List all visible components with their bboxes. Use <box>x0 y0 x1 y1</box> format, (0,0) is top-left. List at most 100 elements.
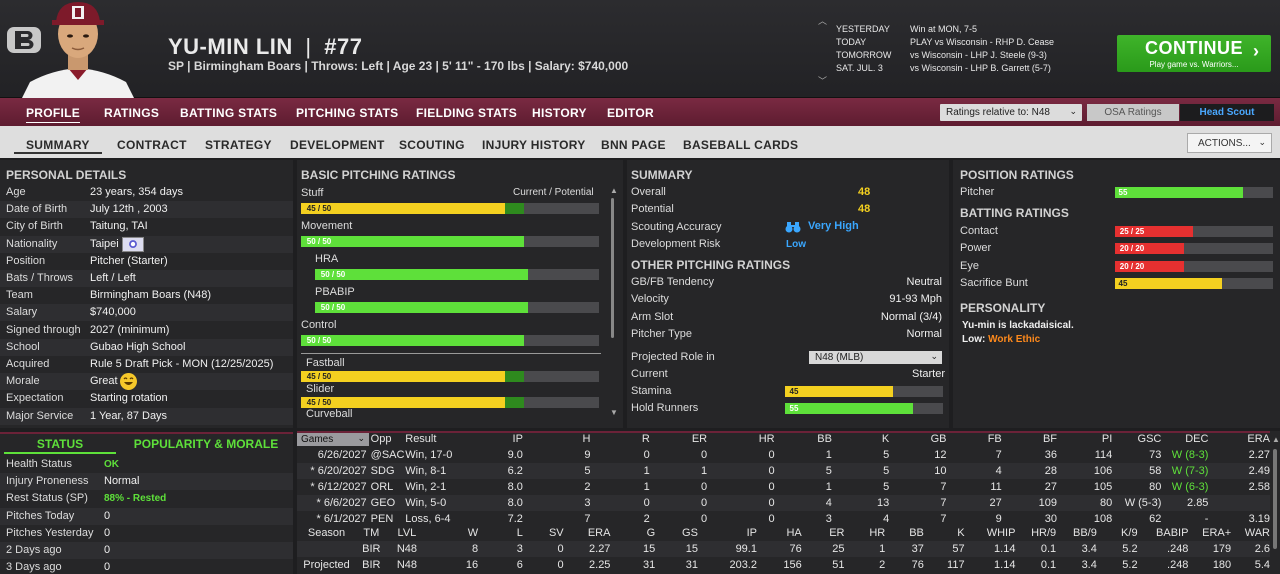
personal-value: Taipei <box>90 238 119 250</box>
tab-ratings[interactable]: RATINGS <box>104 106 160 120</box>
schedule-row[interactable]: SAT. JUL. 3 vs Wisconsin - LHP B. Garrett… <box>836 63 1051 73</box>
tab-profile[interactable]: PROFILE <box>26 106 81 123</box>
schedule-row[interactable]: TODAY PLAY vs Wisconsin - RHP D. Cease <box>836 37 1055 47</box>
schedule-row[interactable]: YESTERDAY Win at MON, 7-5 <box>836 24 978 34</box>
column-header[interactable]: L <box>516 527 523 539</box>
game-date: * 6/6/2027 <box>316 497 367 509</box>
column-header[interactable]: FB <box>987 433 1002 445</box>
column-header[interactable]: ER <box>691 433 708 445</box>
table-cell: 7.2 <box>507 513 523 525</box>
pbabip-label: PBABIP <box>315 286 355 298</box>
column-header[interactable]: IP <box>746 527 757 539</box>
column-header[interactable]: SV <box>548 527 564 539</box>
column-header[interactable]: K <box>957 527 965 539</box>
slider-label: Slider <box>306 383 335 395</box>
subtab-bnn-page[interactable]: BNN PAGE <box>601 138 666 152</box>
subtab-scouting[interactable]: SCOUTING <box>399 138 465 152</box>
column-header[interactable]: HR/9 <box>1031 527 1057 539</box>
tab-status[interactable]: STATUS <box>4 436 116 454</box>
column-header[interactable]: BB <box>817 433 832 445</box>
subtab-injury-history[interactable]: INJURY HISTORY <box>482 138 586 152</box>
column-header[interactable]: BABIP <box>1156 527 1189 539</box>
tab-batting-stats[interactable]: BATTING STATS <box>180 106 278 120</box>
rating-value: 50 / 50 <box>315 302 351 313</box>
column-header[interactable]: ERA <box>1247 433 1270 445</box>
column-header[interactable]: G <box>646 527 656 539</box>
column-header[interactable]: ER <box>829 527 845 539</box>
column-header[interactable]: PI <box>1101 433 1113 445</box>
osa-ratings-button[interactable]: OSA Ratings <box>1087 104 1179 121</box>
column-header[interactable]: WAR <box>1244 527 1270 539</box>
column-header[interactable]: GB <box>930 433 947 445</box>
column-header[interactable]: HR <box>869 527 886 539</box>
actions-dropdown[interactable]: ACTIONS... ⌄ <box>1187 133 1272 153</box>
column-header[interactable]: GS <box>682 527 698 539</box>
table-row[interactable]: * 6/6/2027 GEO Win, 5-0 8.0 3 0 0 0 4 13 7 27 109 80 W… <box>297 495 1270 511</box>
batting-rating-label: Contact <box>960 225 998 237</box>
tab-popularity-morale[interactable]: POPULARITY & MORALE <box>133 437 279 451</box>
tab-pitching-stats[interactable]: PITCHING STATS <box>296 106 399 120</box>
personal-label: Bats / Throws <box>6 272 74 284</box>
column-header[interactable]: TM <box>363 527 380 539</box>
column-header[interactable]: Result <box>405 433 437 445</box>
status-value: OK <box>104 459 119 470</box>
column-header[interactable]: DEC <box>1185 433 1209 445</box>
table-row[interactable]: BIR N48 8 3 0 2.27 15 15 99.1 76 25 1 37 57 1.14 0.1 3.4… <box>297 541 1270 557</box>
column-header[interactable]: H <box>582 433 591 445</box>
games-select[interactable]: Games ⌄ <box>297 432 369 446</box>
column-header[interactable]: Season <box>307 527 346 539</box>
games-select-value: Games <box>301 433 334 445</box>
table-row[interactable]: * 6/20/2027 SDG Win, 8-1 6.2 5 1 1 0 5 5 10 4 28 106 5… <box>297 463 1270 479</box>
row-stripe <box>0 304 293 321</box>
status-label: Rest Status (SP) <box>6 492 88 504</box>
table-cell: 31 <box>642 559 656 571</box>
column-header[interactable]: R <box>641 433 650 445</box>
continue-button[interactable]: CONTINUE Play game vs. Warriors... › <box>1117 35 1271 72</box>
subtab-contract[interactable]: CONTRACT <box>117 138 187 152</box>
tab-history[interactable]: HISTORY <box>532 106 587 120</box>
head-scout-button[interactable]: Head Scout <box>1180 104 1274 121</box>
subtab-strategy[interactable]: STRATEGY <box>205 138 272 152</box>
column-header[interactable]: WHIP <box>986 527 1016 539</box>
tab-fielding-stats[interactable]: FIELDING STATS <box>416 106 518 120</box>
personal-details-title: PERSONAL DETAILS <box>6 168 127 182</box>
column-header[interactable]: HA <box>786 527 802 539</box>
column-header[interactable]: IP <box>512 433 523 445</box>
table-row[interactable]: Projected BIR N48 16 6 0 2.25 31 31 203.2 156 51 2 76… <box>297 557 1270 573</box>
subtab-summary[interactable]: SUMMARY <box>14 138 102 154</box>
column-header[interactable]: BB/9 <box>1073 527 1097 539</box>
column-header[interactable]: LVL <box>397 527 417 539</box>
table-cell: 9.0 <box>507 449 523 461</box>
table-cell: 2.49 <box>1248 465 1270 477</box>
column-header[interactable]: BB <box>909 527 924 539</box>
column-header[interactable]: W <box>467 527 479 539</box>
table-cell: 2 <box>879 559 886 571</box>
table-row[interactable]: * 6/12/2027 ORL Win, 2-1 8.0 2 1 0 0 1 5 7 11 27 105 8… <box>297 479 1270 495</box>
column-header[interactable]: GSC <box>1137 433 1162 445</box>
column-header[interactable]: ERA <box>587 527 611 539</box>
subtab-development[interactable]: DEVELOPMENT <box>290 138 385 152</box>
projected-role-select[interactable]: N48 (MLB) ⌄ <box>809 351 942 364</box>
table-cell: 3.4 <box>1081 559 1097 571</box>
column-header[interactable]: HR <box>758 433 775 445</box>
summary-title: SUMMARY <box>631 168 693 182</box>
chevron-down-icon: ⌄ <box>357 432 365 443</box>
column-header[interactable]: K/9 <box>1121 527 1138 539</box>
column-header[interactable]: K <box>881 433 890 445</box>
schedule-row[interactable]: TOMORROW vs Wisconsin - LHP J. Steele (9-… <box>836 50 1047 60</box>
subtab-baseball-cards[interactable]: BASEBALL CARDS <box>683 138 799 152</box>
rating-value: 55 <box>785 403 803 414</box>
schedule-down-icon[interactable]: ﹀ <box>818 76 828 86</box>
tab-editor[interactable]: EDITOR <box>607 106 654 120</box>
column-header[interactable]: BF <box>1042 433 1058 445</box>
column-header[interactable]: Opp <box>370 433 392 445</box>
column-header[interactable]: ERA+ <box>1202 527 1232 539</box>
table-cell: 31 <box>685 559 698 571</box>
table-row[interactable]: * 6/1/2027 PEN Loss, 6-4 7.2 7 2 0 0 3 4 7 9 30 108 62… <box>297 511 1270 527</box>
scrollbar[interactable]: ▲ ▼ <box>610 186 618 417</box>
table-cell: 15 <box>642 543 656 555</box>
ratings-relative-select[interactable]: Ratings relative to: N48 ⌄ <box>940 104 1082 121</box>
table-row[interactable]: 6/26/2027 @SAC Win, 17-0 9.0 9 0 0 0 1 5 12 7 36 114 7… <box>297 447 1270 463</box>
schedule-up-icon[interactable]: ︿ <box>818 16 828 26</box>
stats-scrollbar[interactable]: ▲ <box>1270 435 1280 574</box>
